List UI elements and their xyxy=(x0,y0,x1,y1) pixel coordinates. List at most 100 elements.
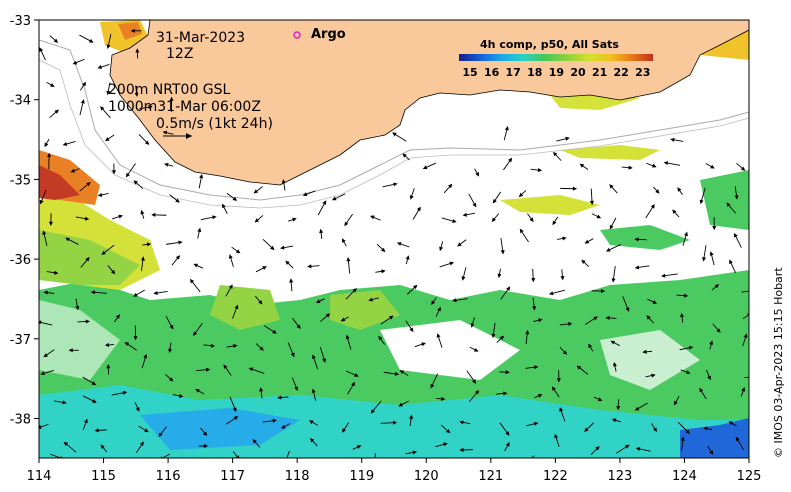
current-vector-head xyxy=(133,180,138,185)
current-vector-head xyxy=(175,255,181,260)
current-vector-head xyxy=(381,269,386,274)
current-vector-head xyxy=(90,290,96,295)
plot-frame xyxy=(38,19,750,459)
current-vector-head xyxy=(199,173,204,179)
current-vector-head xyxy=(193,331,198,336)
current-vector-head xyxy=(734,232,738,238)
current-vector-head xyxy=(302,192,308,197)
current-vector-head xyxy=(699,387,704,393)
current-vector-head xyxy=(562,350,568,355)
current-vector-head xyxy=(169,96,174,101)
current-vector-head xyxy=(688,345,694,350)
current-vector-head xyxy=(296,324,301,330)
current-vector-head xyxy=(709,450,714,455)
current-vector-head xyxy=(409,414,414,419)
current-vector-head xyxy=(673,400,678,406)
current-vector-head xyxy=(235,249,241,254)
current-vector-head xyxy=(572,186,578,191)
current-vector-head xyxy=(491,217,496,222)
current-vector-head xyxy=(254,218,260,223)
current-vector-head xyxy=(741,386,746,392)
current-vector-head xyxy=(253,189,259,194)
current-vector-head xyxy=(548,291,554,296)
current-vector-head xyxy=(106,44,111,50)
current-vector-head xyxy=(202,431,208,437)
current-vector-head xyxy=(315,299,321,303)
current-vector-head xyxy=(146,242,152,247)
current-vector-head xyxy=(709,251,714,256)
current-vector-head xyxy=(394,371,400,376)
current-vector-head xyxy=(140,256,145,261)
current-vector xyxy=(742,314,749,320)
isobath-1000m xyxy=(39,59,749,209)
current-vector-head xyxy=(628,165,633,170)
current-vector-head xyxy=(311,388,316,394)
current-vector-head xyxy=(248,367,254,372)
current-vector-head xyxy=(702,257,707,262)
current-vector-head xyxy=(62,400,67,405)
current-vector-head xyxy=(581,259,586,264)
current-vector-head xyxy=(611,278,616,283)
current-vector-head xyxy=(356,445,362,449)
current-vector xyxy=(161,453,171,458)
current-vector-head xyxy=(616,405,621,411)
current-vector-head xyxy=(609,224,614,230)
current-vector-head xyxy=(712,225,717,231)
current-vector-head xyxy=(281,179,286,184)
current-vector xyxy=(286,450,290,458)
current-vector-head xyxy=(232,196,238,201)
x-tick-label: 114 xyxy=(27,469,52,484)
current-vector-head xyxy=(596,214,602,219)
current-vector-head xyxy=(139,441,144,446)
credit-label: © IMOS 03-Apr-2023 15:15 Hobart xyxy=(772,267,785,458)
current-vector-head xyxy=(197,227,202,233)
y-tick-label: -35 xyxy=(10,173,31,188)
colorbar-legend: 4h comp, p50, All Sats 15 16 17 18 19 20 21 22 2… xyxy=(459,38,653,79)
current-vector-head xyxy=(345,334,350,340)
current-vector-head xyxy=(652,300,658,304)
current-vector-head xyxy=(151,212,156,217)
vector-scale-label: 0.5m/s (1kt 24h) xyxy=(156,116,273,132)
current-vector-head xyxy=(106,90,111,96)
current-vector-head xyxy=(605,315,610,320)
current-vector-head xyxy=(474,389,480,395)
current-vector-head xyxy=(593,316,598,321)
current-vector-head xyxy=(97,65,103,69)
colorbar xyxy=(459,54,653,61)
current-vector-head xyxy=(80,99,85,104)
current-vector-head xyxy=(351,381,355,387)
current-vector-head xyxy=(47,152,52,158)
x-tick-label: 125 xyxy=(737,469,762,484)
current-vector-head xyxy=(72,60,78,65)
current-vector-head xyxy=(270,245,275,251)
current-vector-head xyxy=(381,247,386,253)
x-tick-label: 118 xyxy=(285,469,310,484)
current-vector-head xyxy=(663,161,669,166)
current-vector-head xyxy=(716,328,721,333)
colorbar-tick-label: 20 xyxy=(570,66,586,79)
current-vector-head xyxy=(672,209,677,214)
current-vector-head xyxy=(552,220,557,226)
current-vector-head xyxy=(740,166,746,171)
current-vector-head xyxy=(130,28,135,33)
current-vector-head xyxy=(153,290,158,295)
current-vector-head xyxy=(531,277,536,283)
current-vector-head xyxy=(525,329,530,335)
current-vector-head xyxy=(233,416,239,421)
current-vector-head xyxy=(448,183,453,189)
current-vector-head xyxy=(135,407,140,412)
y-tick-label: -33 xyxy=(10,14,31,29)
legend-title: 4h comp, p50, All Sats xyxy=(480,38,619,51)
current-vector-head xyxy=(86,182,91,187)
current-vector-head xyxy=(635,446,641,451)
current-vector-head xyxy=(750,290,753,293)
current-vector-head xyxy=(430,383,435,389)
colorbar-tick-label: 22 xyxy=(614,66,629,79)
current-vector-head xyxy=(584,239,590,244)
current-vector-head xyxy=(396,242,402,246)
current-vector-head xyxy=(258,300,263,305)
current-vector-head xyxy=(223,364,228,369)
time-label: 12Z xyxy=(166,46,193,62)
current-vector-head xyxy=(63,441,69,447)
current-vector-head xyxy=(228,254,233,259)
